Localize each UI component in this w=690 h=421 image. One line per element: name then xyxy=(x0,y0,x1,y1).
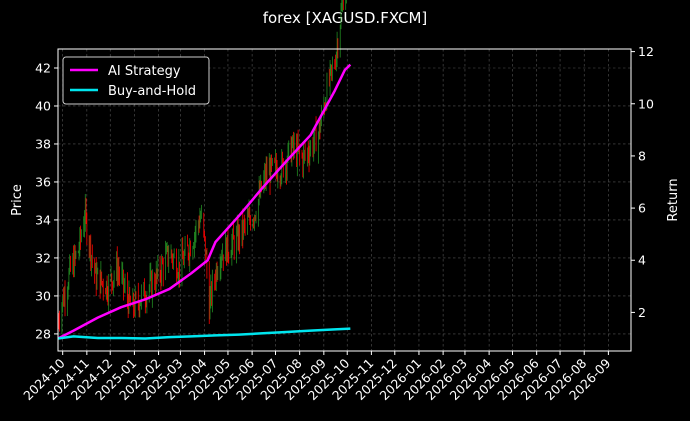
return-tick-label: 10 xyxy=(638,96,654,111)
price-tick-label: 40 xyxy=(35,98,51,113)
price-tick-label: 34 xyxy=(35,212,51,227)
series-layer xyxy=(57,63,352,340)
plot-frame xyxy=(57,48,632,352)
return-tick-label: 6 xyxy=(638,201,646,216)
chart-title: forex [XAGUSD.FXCM] xyxy=(263,9,428,27)
price-tick-label: 28 xyxy=(35,326,51,341)
price-tick-label: 36 xyxy=(35,174,51,189)
right-return-axis: 2 4 6 8 10 12 xyxy=(631,44,654,320)
legend-label-ai-strategy: AI Strategy xyxy=(108,64,181,79)
legend-label-buy-and-hold: Buy-and-Hold xyxy=(108,84,196,99)
price-axis-title: Price xyxy=(10,184,25,216)
candle-layer xyxy=(57,0,347,335)
series-line-ai-strategy xyxy=(57,63,352,340)
return-tick-label: 2 xyxy=(638,305,646,320)
return-tick-label: 12 xyxy=(638,44,654,59)
price-tick-label: 42 xyxy=(35,60,51,75)
series-line-buy-and-hold xyxy=(57,327,351,340)
return-tick-label: 4 xyxy=(638,253,646,268)
left-price-axis: 28 30 32 34 36 38 40 42 xyxy=(35,60,58,341)
return-tick-label: 8 xyxy=(638,148,646,163)
price-tick-label: 32 xyxy=(35,250,51,265)
legend-box xyxy=(62,56,210,105)
price-tick-label: 38 xyxy=(35,136,51,151)
price-tick-label: 30 xyxy=(35,288,51,303)
return-axis-title: Return xyxy=(666,178,681,221)
date-axis: 2024-102024-112024-122025-012025-022025-… xyxy=(20,351,614,403)
legend: AI Strategy Buy-and-Hold xyxy=(62,56,210,105)
